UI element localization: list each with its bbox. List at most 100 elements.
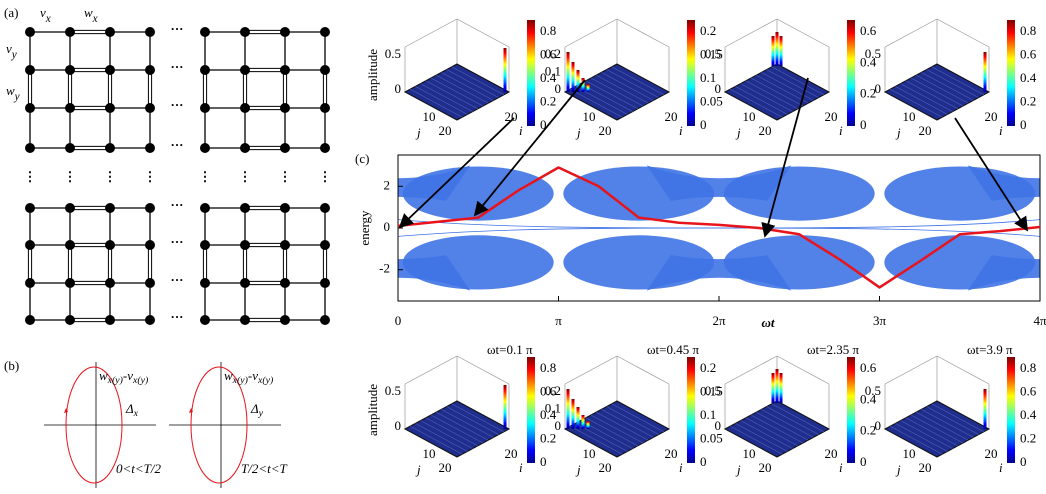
y-tick-label: 0 (384, 219, 391, 234)
site (200, 65, 210, 75)
site (240, 240, 250, 250)
site (105, 27, 115, 37)
surface-grid (931, 403, 984, 432)
text-part: x(y) (132, 375, 148, 386)
surface-grid (905, 80, 958, 109)
bulk-band (646, 255, 792, 291)
panel-label: (c) (355, 151, 369, 166)
z-tick-label: 0.1 (545, 400, 561, 415)
panel-label: (a) (4, 5, 18, 20)
text-part: y (14, 90, 20, 102)
surface-grid (750, 414, 804, 444)
colorbar-tick-label: 0.2 (700, 23, 716, 38)
box-edge (564, 18, 670, 48)
text-part: x(y) (232, 375, 248, 386)
colorbar (687, 357, 695, 463)
ellipsis: ··· (170, 309, 183, 324)
spike (503, 385, 507, 429)
surface-grid (890, 426, 943, 455)
site (145, 278, 155, 288)
site (200, 315, 210, 325)
site (25, 143, 35, 153)
axis-label: wx(y)-vx(y) (224, 368, 273, 386)
text-part: y (258, 408, 264, 419)
spike (775, 369, 779, 403)
colorbar-tick-label: 0.2 (540, 430, 556, 445)
site (25, 240, 35, 250)
site (320, 143, 330, 153)
j-label: j (735, 125, 741, 140)
surface-grid (926, 69, 979, 98)
i-label: i (519, 123, 523, 138)
site (105, 203, 115, 213)
delta-label: Δx (125, 401, 139, 419)
spike (779, 36, 783, 66)
i-tick-label: 20 (665, 446, 678, 461)
j-tick-label: 10 (743, 109, 756, 124)
site (200, 27, 210, 37)
ellipsis: ⋮ (104, 169, 117, 184)
site (25, 315, 35, 325)
x-tick-label: 3π (873, 313, 887, 328)
ellipsis: ⋮ (64, 169, 77, 184)
site (65, 278, 75, 288)
box-edge (724, 18, 830, 48)
spike (586, 421, 590, 429)
site (145, 315, 155, 325)
j-tick-label: 10 (903, 109, 916, 124)
surface-grid (761, 409, 814, 438)
colorbar-tick-label: 0.6 (860, 23, 877, 38)
text-part: Δ (125, 401, 134, 416)
box-edge (884, 355, 990, 385)
y-axis-label: energy (357, 210, 372, 246)
surface-grid (750, 77, 804, 107)
i-label: i (999, 123, 1003, 138)
colorbar-tick-label: 0.6 (860, 360, 877, 375)
j-tick-label: 10 (423, 446, 436, 461)
arrow (954, 117, 1028, 232)
surface-grid (436, 412, 489, 441)
colorbar (527, 357, 535, 463)
site (65, 240, 75, 250)
colorbar-tick-label: 0.8 (1020, 360, 1036, 375)
colorbar (527, 20, 535, 126)
colorbar-tick-label: 0.4 (540, 407, 557, 422)
surface-grid (761, 72, 814, 101)
spike (775, 32, 779, 66)
surface-grid (601, 409, 654, 438)
spike (576, 70, 580, 92)
site (25, 278, 35, 288)
surface-grid (921, 72, 974, 101)
surface-grid (740, 83, 793, 112)
ellipsis: ··· (170, 234, 183, 249)
colorbar-tick-label: 0.1 (700, 70, 716, 85)
z-tick-label: 0 (715, 81, 722, 96)
box-edge (404, 18, 510, 48)
text-part: w (6, 83, 15, 98)
bulk-band (398, 255, 471, 291)
colorbar-tick-label: 0.1 (700, 407, 716, 422)
i-tick-label: 20 (505, 446, 518, 461)
surface-grid (730, 426, 783, 455)
colorbar-tick-label: 0.4 (1020, 70, 1037, 85)
ellipsis: ⋮ (144, 169, 157, 184)
spike (566, 52, 570, 92)
colorbar-tick-label: 0.2 (1020, 93, 1036, 108)
site (105, 65, 115, 75)
z-tick-label: 0.5 (385, 383, 401, 398)
spike (576, 407, 580, 429)
y-tick-label: -2 (379, 261, 390, 276)
surface-grid (420, 83, 473, 112)
site (240, 203, 250, 213)
i-label: i (679, 460, 683, 475)
site (280, 27, 290, 37)
spike (779, 373, 783, 403)
j-tick-label: 20 (919, 123, 932, 138)
site (65, 27, 75, 37)
j-label: j (415, 462, 421, 477)
ellipsis: ⋮ (319, 169, 332, 184)
text-part: x (45, 12, 51, 24)
site (320, 278, 330, 288)
x-tick-label: π (555, 313, 562, 328)
